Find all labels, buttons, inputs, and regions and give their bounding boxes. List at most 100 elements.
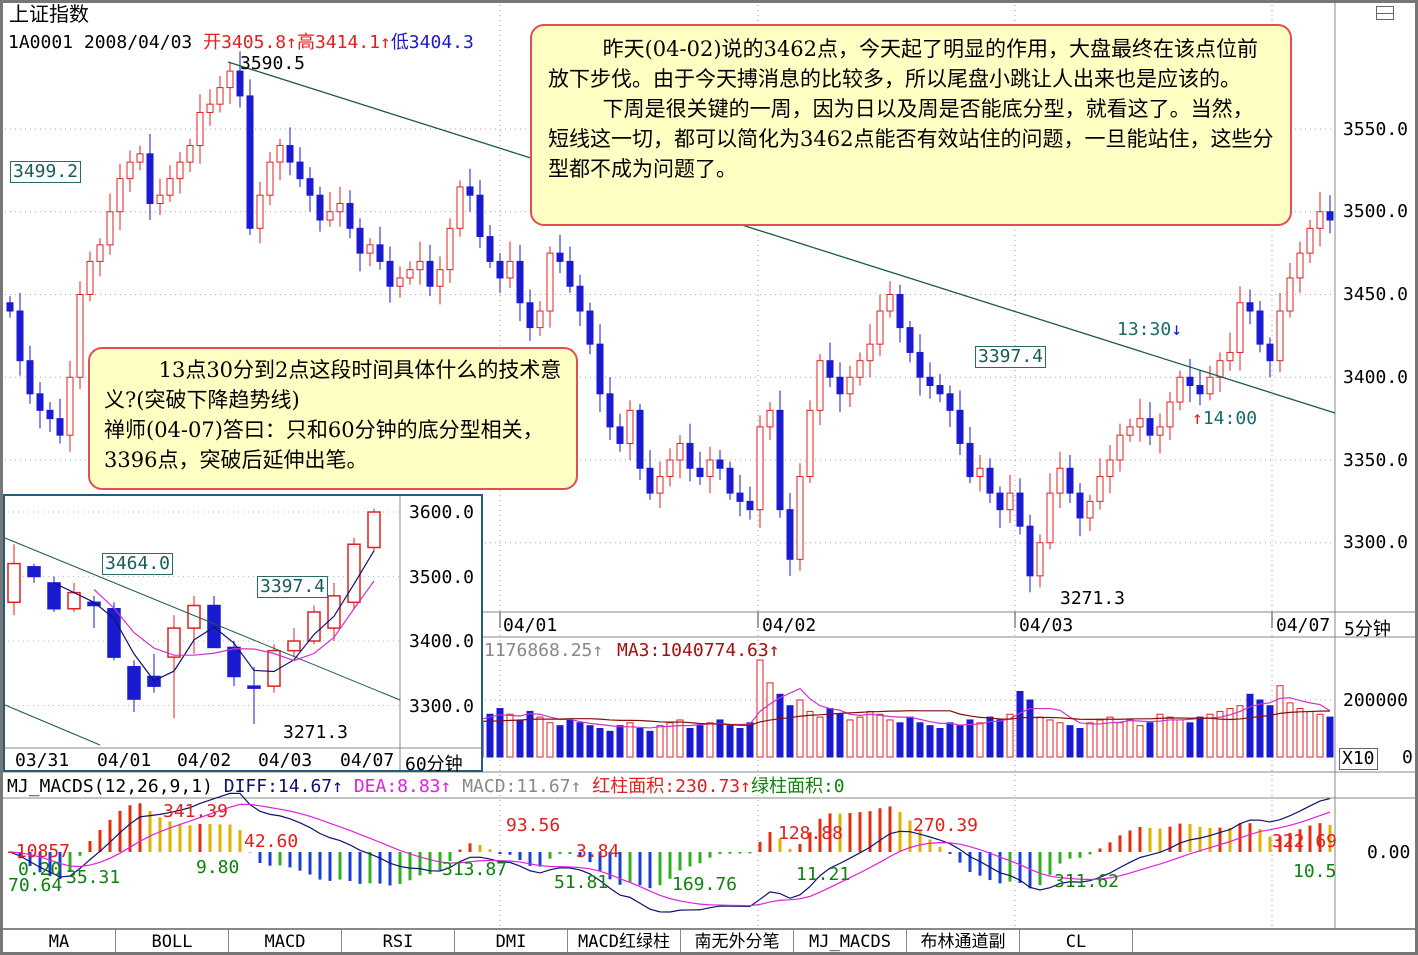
- candle: [476, 194, 484, 238]
- volume-bar: [1086, 722, 1094, 758]
- candle: [146, 153, 154, 204]
- volume-bar: [976, 722, 984, 758]
- time-1400-label: ↑14:00: [1192, 409, 1257, 429]
- candle: [1076, 492, 1084, 519]
- candle: [996, 492, 1004, 511]
- tab-dmi[interactable]: DMI: [455, 930, 568, 953]
- candle: [686, 442, 694, 469]
- candle: [1106, 459, 1114, 478]
- volume-bar: [1206, 713, 1214, 758]
- candle: [826, 360, 834, 378]
- candle: [386, 260, 394, 287]
- candle: [1136, 418, 1144, 428]
- candle: [556, 252, 564, 262]
- candle: [1036, 542, 1044, 577]
- indicator-tabs: MA BOLL MACD RSI DMI MACD红绿柱 南无外分笔 MJ_MA…: [3, 928, 1415, 953]
- inset-candle: [287, 640, 301, 652]
- low-label: 3271.3: [1060, 588, 1126, 609]
- volume-bar: [1156, 713, 1164, 758]
- inset-candle: [367, 511, 381, 549]
- tab-macd-red-green[interactable]: MACD红绿柱: [568, 930, 681, 953]
- candle: [796, 476, 804, 560]
- candle: [86, 260, 94, 295]
- window-restore-icon[interactable]: [1376, 6, 1394, 20]
- volume-bar: [1256, 699, 1264, 758]
- volume-bar: [856, 716, 864, 758]
- candle: [1126, 426, 1134, 436]
- volume-bar: [1286, 702, 1294, 758]
- candle: [126, 161, 134, 180]
- candle: [876, 310, 884, 345]
- quote-line: 1A0001 2008/04/03 开3405.8↑高3414.1↑低3404.…: [8, 33, 474, 53]
- candle: [956, 409, 964, 444]
- inset-low-label: 3271.3: [283, 722, 349, 743]
- candle: [926, 376, 934, 387]
- candle: [486, 236, 494, 262]
- volume-bar: [786, 705, 794, 758]
- macd-annotation: 9.80: [196, 857, 240, 878]
- inset-candle: [167, 627, 181, 658]
- candle: [376, 244, 384, 262]
- macd-annotation: 70.64: [8, 875, 63, 896]
- candle: [886, 294, 894, 312]
- high-price: 高3414.1↑: [296, 32, 391, 53]
- volume-bar: [1246, 693, 1254, 758]
- tab-rsi[interactable]: RSI: [342, 930, 455, 953]
- annotation-note-top: 昨天(04-02)说的3462点，今天起了明显的作用，大盘最终在该点位前放下步伐…: [530, 24, 1292, 226]
- tab-macd[interactable]: MACD: [229, 930, 342, 953]
- volume-bar: [906, 716, 914, 758]
- volume-bar: [1146, 722, 1154, 758]
- green-area-value: 绿柱面积:0: [750, 776, 845, 797]
- candle: [906, 327, 914, 353]
- volume-bar: [896, 722, 904, 758]
- time-1330-label: 13:30↓: [1117, 320, 1182, 340]
- candle: [246, 95, 254, 229]
- period-selector[interactable]: 5分钟: [1344, 619, 1391, 640]
- note-paragraph: 下周是很关键的一周，因为日以及周是否能底分型，就看这了。当然，短线这一切，都可以…: [548, 97, 1274, 181]
- candle: [406, 269, 414, 279]
- candle: [766, 409, 774, 428]
- price-tick: 3350.0: [1343, 450, 1409, 471]
- candle: [626, 409, 634, 444]
- candle: [336, 202, 344, 213]
- tab-mj-macds[interactable]: MJ_MACDS: [794, 930, 907, 953]
- macd-annotation: 311.62: [1054, 871, 1120, 892]
- volume-ma3: MA3:1040774.63↑: [617, 640, 780, 661]
- candle: [216, 87, 224, 105]
- candle: [66, 376, 74, 436]
- volume-bar: [1136, 725, 1144, 758]
- candle: [176, 161, 184, 180]
- date-tick: 04/02: [762, 615, 817, 636]
- inset-price-tick: 3300.0: [409, 696, 475, 717]
- time-1400-text: 14:00: [1202, 408, 1258, 429]
- volume-bar: [496, 708, 504, 758]
- candle: [306, 178, 314, 196]
- open-price: 开3405.8↑: [203, 32, 297, 53]
- volume-bar: [916, 722, 924, 758]
- candle: [1226, 351, 1234, 362]
- candle: [1246, 302, 1254, 312]
- candle: [516, 260, 524, 304]
- candle: [676, 442, 684, 461]
- volume-tick: 200000: [1343, 690, 1409, 711]
- tab-cl[interactable]: CL: [1020, 930, 1133, 953]
- candle: [286, 145, 294, 163]
- candle: [226, 70, 234, 89]
- candle: [1116, 434, 1124, 461]
- candle: [616, 426, 624, 444]
- date-tick: 04/03: [1019, 615, 1074, 636]
- tab-fenbi[interactable]: 南无外分笔: [681, 930, 794, 953]
- volume-bar: [706, 722, 714, 758]
- tab-ma[interactable]: MA: [3, 930, 116, 953]
- price-box-3499: 3499.2: [10, 161, 82, 183]
- tab-boll[interactable]: BOLL: [116, 930, 229, 953]
- candle: [16, 310, 24, 362]
- candle: [816, 360, 824, 411]
- volume-bar: [1186, 722, 1194, 758]
- macd-annotation: 322.69: [1272, 831, 1338, 852]
- macd-annotation: 313.87: [442, 859, 508, 880]
- candle: [346, 202, 354, 229]
- tab-bollinger[interactable]: 布林通道副: [907, 930, 1020, 953]
- candle: [466, 186, 474, 196]
- volume-bar: [636, 728, 644, 758]
